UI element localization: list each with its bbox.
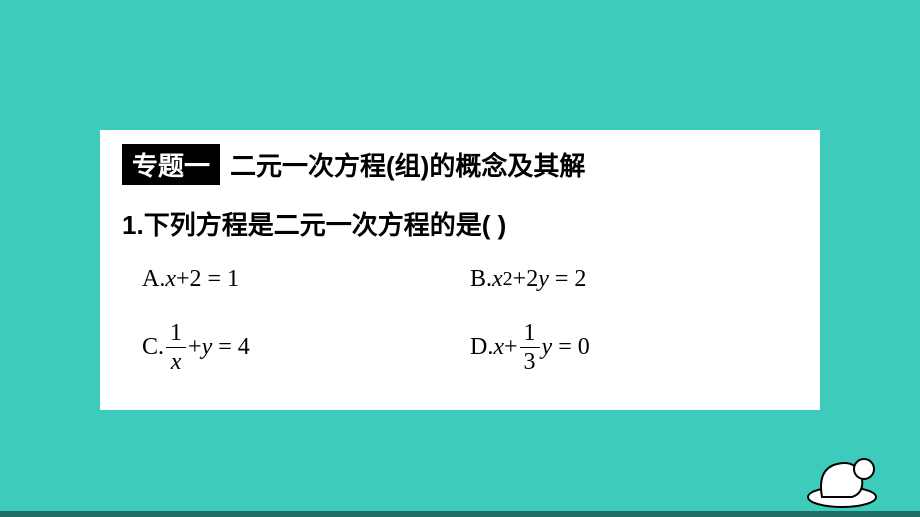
option-d-frac-den: 3 bbox=[520, 348, 540, 374]
question-stem: 1.下列方程是二元一次方程的是( ) bbox=[122, 205, 798, 242]
topic-title: 二元一次方程(组)的概念及其解 bbox=[230, 146, 585, 183]
option-c-plus: + bbox=[188, 334, 202, 361]
option-b-label: B. bbox=[470, 266, 492, 293]
option-b-eq: = bbox=[549, 266, 575, 293]
question-number: 1. bbox=[122, 210, 144, 240]
corner-decoration-icon bbox=[802, 449, 892, 509]
option-c-label: C. bbox=[142, 334, 164, 361]
option-a-var: x bbox=[165, 266, 176, 293]
option-c-rhs: 4 bbox=[238, 334, 250, 361]
option-d-eq: = bbox=[552, 334, 578, 361]
content-card: 专题一 二元一次方程(组)的概念及其解 1.下列方程是二元一次方程的是( ) A… bbox=[100, 130, 820, 410]
option-a: A.x+2 = 1 bbox=[142, 266, 470, 293]
option-b-plus: +2 bbox=[513, 266, 539, 293]
option-a-eq: = bbox=[202, 266, 228, 293]
option-d-rhs: 0 bbox=[578, 334, 590, 361]
option-d-leadvar: x bbox=[493, 334, 504, 361]
option-b-exp: 2 bbox=[503, 268, 513, 291]
page-bottom-border bbox=[0, 511, 920, 517]
option-c-eq: = bbox=[212, 334, 238, 361]
option-b-rhs: 2 bbox=[574, 266, 586, 293]
option-d-plus: + bbox=[504, 334, 518, 361]
option-d-var: y bbox=[542, 334, 553, 361]
topic-chip: 专题一 bbox=[122, 144, 220, 185]
stem-blank bbox=[490, 210, 497, 240]
option-b: B.x2+2y = 2 bbox=[470, 266, 798, 293]
option-c-frac-num: 1 bbox=[166, 321, 186, 348]
option-d-frac-num: 1 bbox=[520, 321, 540, 348]
options-grid: A.x+2 = 1 B.x2+2y = 2 C. 1 x +y = 4 D.x+… bbox=[122, 266, 798, 374]
option-a-rhs: 1 bbox=[227, 266, 239, 293]
option-c-fraction: 1 x bbox=[166, 321, 186, 374]
stem-pre: 下列方程是二元一次方程的是( bbox=[144, 210, 491, 240]
option-d-fraction: 1 3 bbox=[520, 321, 540, 374]
option-b-var2: y bbox=[538, 266, 549, 293]
topic-header: 专题一 二元一次方程(组)的概念及其解 bbox=[122, 144, 798, 185]
option-d-label: D. bbox=[470, 334, 493, 361]
option-d: D.x+ 1 3 y = 0 bbox=[470, 321, 798, 374]
option-b-var: x bbox=[492, 266, 503, 293]
option-c-frac-den: x bbox=[167, 348, 186, 374]
option-a-plus: +2 bbox=[176, 266, 202, 293]
stem-post: ) bbox=[498, 210, 507, 240]
option-c: C. 1 x +y = 4 bbox=[142, 321, 470, 374]
option-a-label: A. bbox=[142, 266, 165, 293]
option-c-var: y bbox=[202, 334, 213, 361]
